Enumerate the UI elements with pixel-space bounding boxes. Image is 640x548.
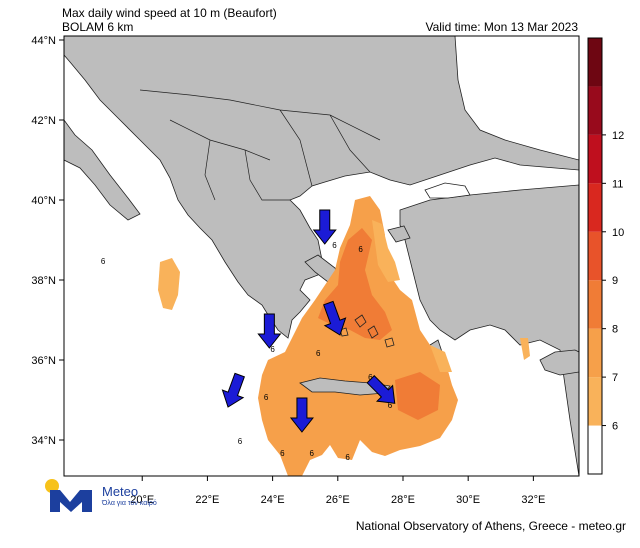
longitude-ticks: 20°E 22°E 24°E 26°E 28°E 30°E 32°E (130, 476, 545, 506)
anatolia-land (399, 184, 579, 476)
colorbar-label: 12 (612, 130, 624, 142)
colorbar-label: 10 (612, 227, 624, 239)
cyclades-island-andros (367, 325, 379, 339)
lon-tick-label: 30°E (456, 494, 480, 506)
lon-tick-label: 26°E (326, 494, 350, 506)
contour-label: 6 (270, 345, 275, 354)
logo-tagline: Όλα για τον καιρό (102, 500, 157, 507)
wind-arrow-icon (366, 375, 396, 404)
lon-tick-label: 20°E (130, 494, 154, 506)
sun-icon (45, 479, 59, 493)
contour-label: 6 (368, 373, 373, 382)
wind-arrows (221, 209, 396, 433)
wind-arrow-icon (221, 372, 245, 408)
logo-name: Meteo (102, 484, 139, 499)
map-title: Max daily wind speed at 10 m (Beaufort) (62, 6, 277, 20)
wind-arrow-shape (289, 397, 314, 433)
contour-labels: 6 6 6 6 6 6 6 6 6 6 6 6 (101, 241, 393, 462)
contour-label: 6 (280, 449, 285, 458)
colorbar-segment (588, 328, 602, 378)
contour-label: 6 (388, 401, 393, 410)
colorbar-segment (588, 280, 602, 329)
lesvos (387, 225, 411, 243)
map-frame (63, 35, 580, 477)
colorbar-label: 11 (612, 178, 623, 190)
lon-tick-label: 32°E (521, 494, 545, 506)
wind-arrow-shape (221, 372, 245, 408)
colorbar-segment (588, 377, 602, 426)
lat-tick-label: 44°N (31, 35, 56, 47)
lat-tick-label: 40°N (31, 195, 56, 207)
wind-arrow-shape (323, 300, 347, 336)
colorbar-frame (587, 37, 603, 475)
map-area: 6 6 6 6 6 6 6 6 6 6 6 6 (64, 36, 579, 476)
meteo-logo-mark (45, 479, 92, 512)
lat-tick-label: 34°N (31, 435, 56, 447)
lat-tick-label: 36°N (31, 355, 56, 367)
meteo-logo: Meteo Όλα για τον καιρό (42, 478, 157, 514)
wind-arrow-icon (257, 313, 282, 349)
cyclades-island-santorini (384, 337, 395, 348)
country-borders (139, 89, 381, 201)
wind-field-aegean-bft6 (372, 220, 400, 282)
colorbar-segment (588, 183, 602, 232)
contour-label: 6 (264, 393, 269, 402)
marmara-sea (424, 182, 471, 199)
lon-tick-label: 28°E (391, 494, 415, 506)
colorbar-label: 9 (612, 275, 618, 287)
wind-arrow-icon (312, 209, 337, 245)
wind-field-cyprus-bft7 (520, 338, 530, 360)
contour-label: 6 (238, 437, 243, 446)
wind-field-rhodes-bft7 (430, 345, 452, 372)
cyclades-island-paros (339, 327, 349, 337)
contour-label: 6 (332, 241, 337, 250)
logo-m-shape (50, 490, 92, 512)
colorbar-segment (588, 134, 602, 184)
cyclades-islands (339, 314, 395, 348)
colorbar-segment (588, 425, 602, 474)
contour-label: 6 (316, 349, 321, 358)
colorbar-label: 7 (612, 372, 618, 384)
wind-arrow-shape (366, 375, 396, 404)
lat-tick-label: 38°N (31, 275, 56, 287)
colorbar-segment (588, 231, 602, 281)
wind-arrow-shape (312, 209, 337, 245)
colorbar-label: 8 (612, 324, 618, 336)
credit-text: National Observatory of Athens, Greece -… (355, 519, 626, 533)
contour-label: 6 (358, 245, 363, 254)
cyprus (539, 349, 579, 376)
latitude-ticks: 44°N 42°N 40°N 38°N 36°N 34°N (31, 35, 64, 447)
cyclades-island-naxos (354, 314, 367, 328)
wind-field-ionian (158, 258, 180, 310)
italy-heel (64, 119, 141, 221)
colorbar: 6 7 8 9 10 11 12 (587, 37, 624, 475)
wind-field-dodecanese-bft8 (395, 372, 440, 420)
balkans-land (64, 36, 579, 339)
black-sea (454, 36, 579, 161)
contour-label: 6 (309, 449, 314, 458)
lon-tick-label: 22°E (195, 494, 219, 506)
wind-arrow-icon (289, 397, 314, 433)
wind-arrow-shape (257, 313, 282, 349)
model-name: BOLAM 6 km (62, 20, 134, 34)
colorbar-label: 6 (612, 421, 618, 433)
colorbar-segment (588, 38, 602, 87)
valid-time: Valid time: Mon 13 Mar 2023 (425, 20, 578, 34)
lon-tick-label: 24°E (261, 494, 285, 506)
contour-label: 6 (101, 257, 106, 266)
map-title-block: Max daily wind speed at 10 m (Beaufort) … (62, 6, 277, 34)
colorbar-segment (588, 86, 602, 135)
contour-label: 6 (345, 453, 350, 462)
wind-arrow-icon (323, 300, 347, 336)
lat-tick-label: 42°N (31, 115, 56, 127)
